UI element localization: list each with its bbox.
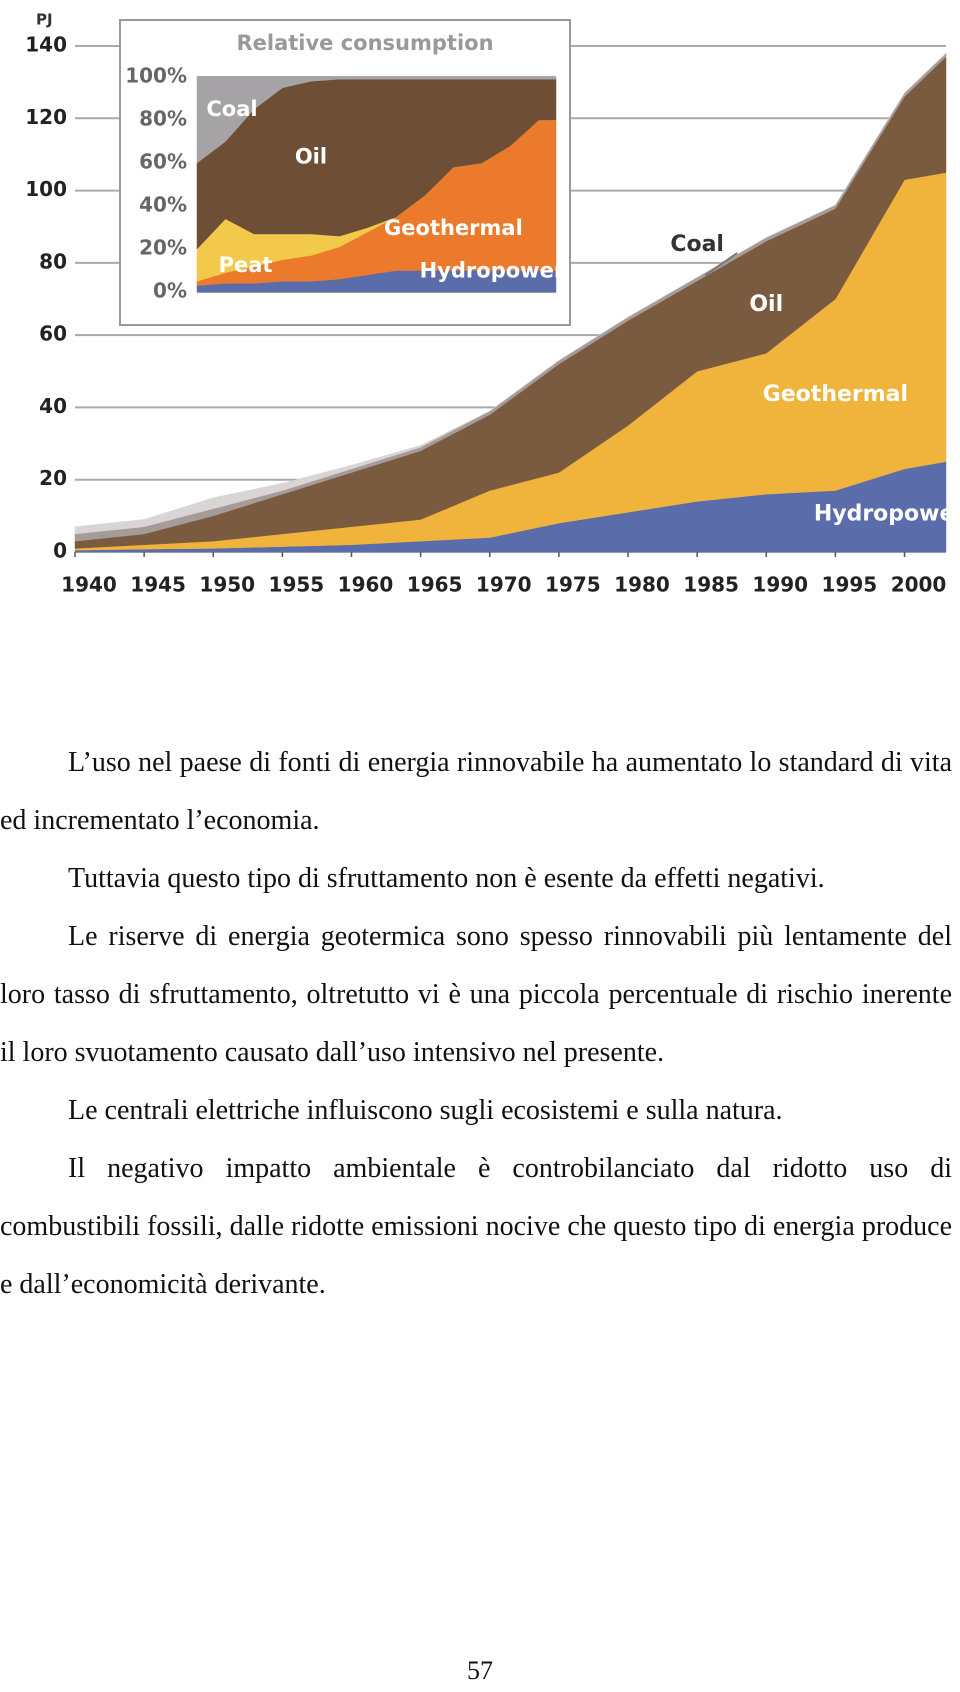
page-number: 57: [467, 1656, 493, 1685]
paragraph: Le riserve di energia geotermica sono sp…: [0, 921, 952, 1068]
y-tick-label: 100: [25, 177, 67, 201]
y-tick-label: 140: [25, 33, 67, 57]
series-label: Hydropower: [420, 258, 565, 282]
x-tick-label: 1980: [614, 573, 670, 597]
series-label: Peat: [219, 253, 273, 277]
series-label: Oil: [749, 292, 783, 317]
inset-plot: 0% 20% 40% 60% 80% 100% Hydropower Geothermal Pe…: [125, 64, 565, 303]
series-label: Geothermal: [384, 216, 523, 240]
paragraph: Il negativo impatto ambientale è controb…: [0, 1153, 952, 1300]
series-label: Hydropower: [814, 501, 960, 526]
x-tick-label: 1945: [130, 573, 186, 597]
y-axis-label: PJ: [36, 11, 53, 29]
x-tick-label: 2000: [891, 573, 947, 597]
x-tick-label: 1940: [61, 573, 117, 597]
leader-line: [704, 252, 738, 277]
inset-title: Relative consumption: [236, 31, 493, 55]
x-tick-label: 1990: [752, 573, 808, 597]
y-tick-label: 0: [53, 539, 67, 563]
series-label: Coal: [206, 97, 257, 121]
series-label: Geothermal: [763, 382, 908, 407]
y-tick-label: 120: [25, 105, 67, 129]
x-tick-label: 1975: [545, 573, 601, 597]
paragraph: Le centrali elettriche influiscono sugli…: [68, 1095, 783, 1126]
x-tick-label: 1950: [199, 573, 255, 597]
paragraph: L’uso nel paese di fonti di energia rinn…: [0, 747, 952, 836]
x-tick-label: 1985: [683, 573, 739, 597]
body-text: L’uso nel paese di fonti di energia rinn…: [0, 734, 952, 1314]
y-tick-label: 20%: [139, 236, 187, 260]
y-tick-label: 20: [39, 466, 67, 490]
y-tick-label: 80%: [139, 107, 187, 131]
series-label: Oil: [295, 145, 327, 169]
area: [74, 53, 947, 535]
x-tick-label: 1965: [407, 573, 463, 597]
paragraph: Tuttavia questo tipo di sfruttamento non…: [68, 863, 825, 894]
y-tick-label: 60%: [139, 150, 187, 174]
y-tick-label: 40: [39, 394, 67, 418]
area: [196, 76, 557, 164]
y-tick-label: 100%: [125, 64, 187, 88]
y-tick-label: 0%: [153, 279, 187, 303]
series-label: Coal: [670, 232, 724, 257]
x-tick-label: 1970: [476, 573, 532, 597]
y-tick-label: 40%: [139, 193, 187, 217]
x-tick-label: 1960: [338, 573, 394, 597]
y-tick-label: 80: [39, 249, 67, 273]
chart: PJ 0 20 40 60 80 100 120 140 1940 1945 1950 1955 196…: [25, 11, 960, 597]
x-tick-label: 1995: [822, 573, 878, 597]
x-tick-label: 1955: [269, 573, 325, 597]
y-tick-label: 60: [39, 322, 67, 346]
